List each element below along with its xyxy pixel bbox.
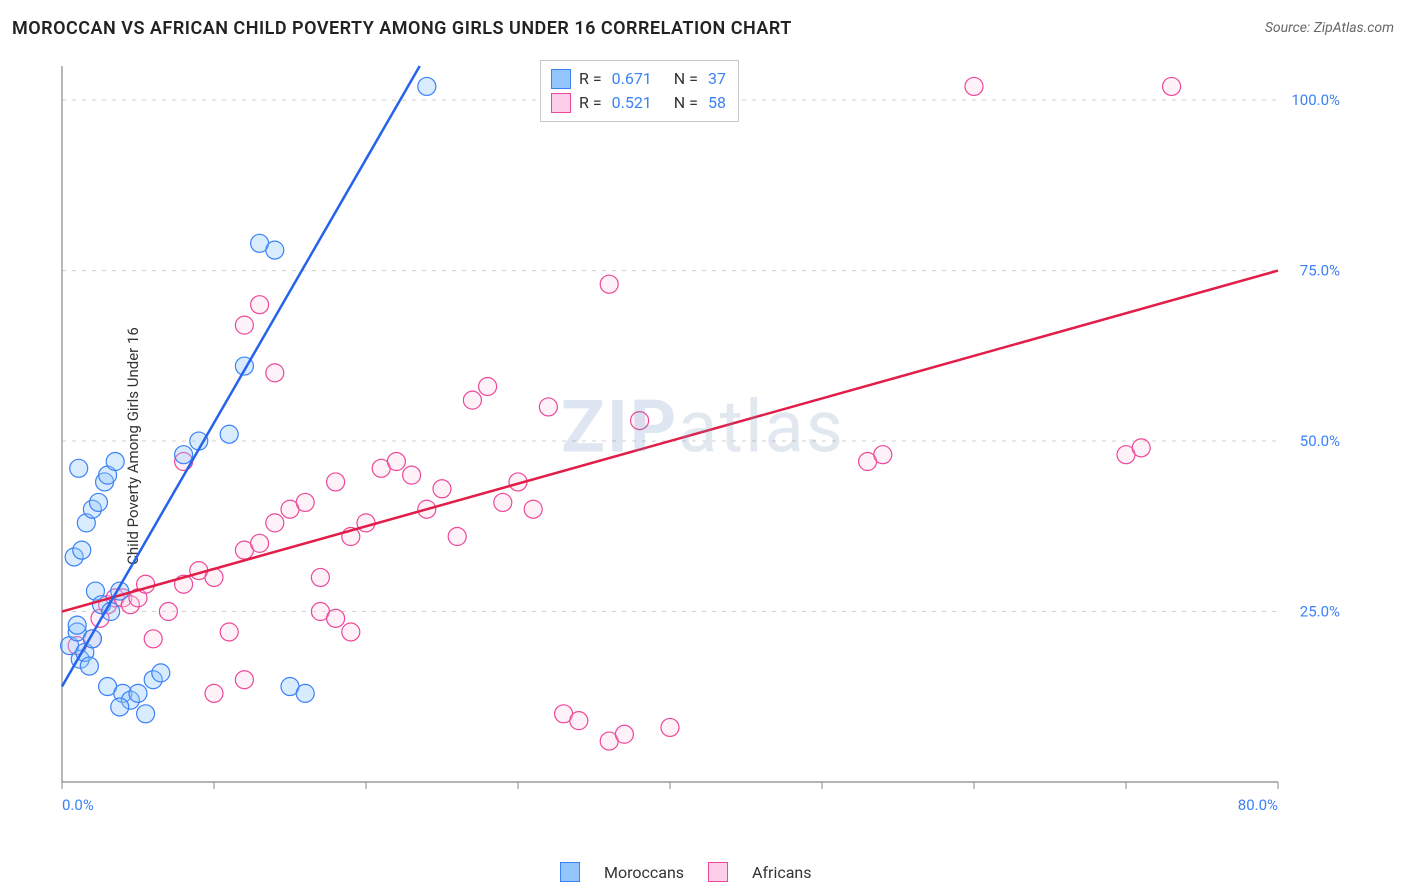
svg-text:25.0%: 25.0% xyxy=(1300,603,1340,621)
r-value-africans: 0.521 xyxy=(612,91,652,115)
svg-text:50.0%: 50.0% xyxy=(1300,432,1340,450)
scatter-plot: 25.0%50.0%75.0%100.0%0.0%80.0% ZIPatlas xyxy=(58,62,1348,822)
swatch-africans-icon xyxy=(708,862,728,882)
legend-label-moroccans: Moroccans xyxy=(604,863,684,882)
legend-row-moroccans: R = 0.671 N = 37 xyxy=(551,67,726,91)
legend-label-africans: Africans xyxy=(752,863,811,882)
chart-title: MOROCCAN VS AFRICAN CHILD POVERTY AMONG … xyxy=(12,18,792,39)
n-value-africans: 58 xyxy=(708,91,726,115)
correlation-legend: R = 0.671 N = 37 R = 0.521 N = 58 xyxy=(540,60,739,122)
r-value-moroccans: 0.671 xyxy=(612,67,652,91)
source-credit: Source: ZipAtlas.com xyxy=(1265,20,1394,36)
swatch-moroccans-icon xyxy=(560,862,580,882)
legend-row-africans: R = 0.521 N = 58 xyxy=(551,91,726,115)
series-legend: Moroccans Africans xyxy=(560,862,812,882)
svg-text:0.0%: 0.0% xyxy=(62,796,94,814)
svg-text:75.0%: 75.0% xyxy=(1300,262,1340,280)
n-value-moroccans: 37 xyxy=(708,67,726,91)
svg-text:80.0%: 80.0% xyxy=(1238,796,1278,814)
swatch-africans-icon xyxy=(551,93,571,113)
swatch-moroccans-icon xyxy=(551,69,571,89)
plot-svg: 25.0% 50.0% 75.0% 100.0% 0.0% 80.0% xyxy=(58,62,1348,822)
svg-text:100.0%: 100.0% xyxy=(1291,91,1340,109)
